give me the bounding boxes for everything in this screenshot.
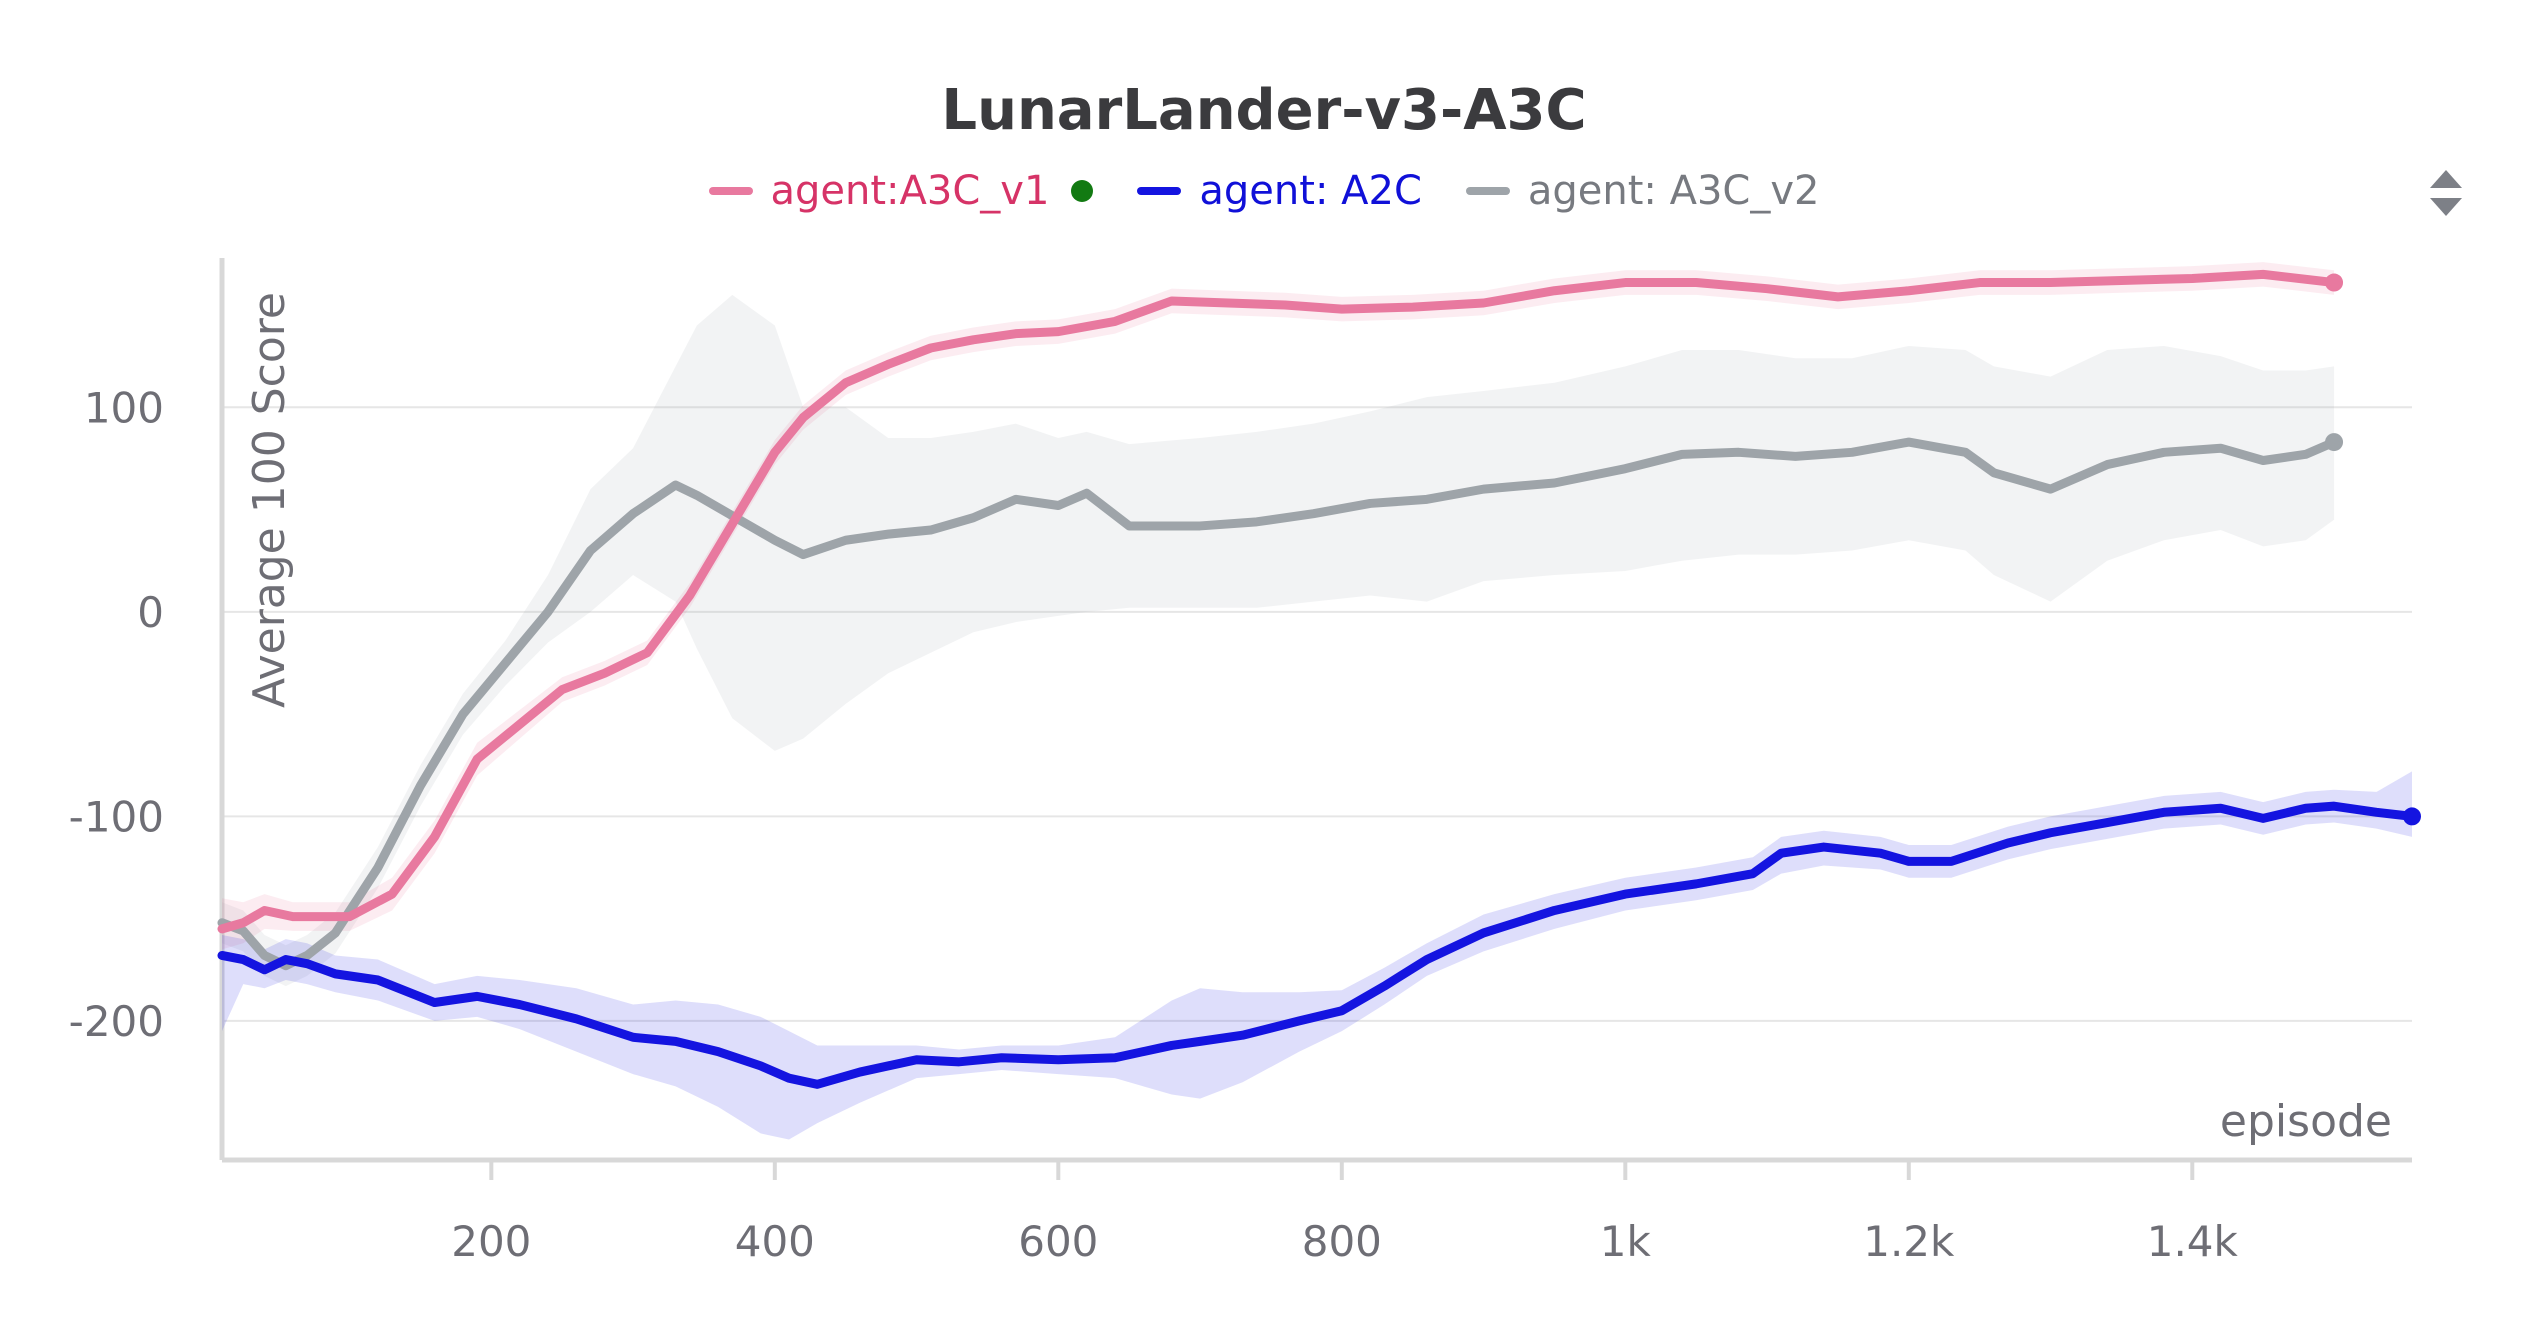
y-tick-label: 100 (84, 383, 164, 432)
x-axis-label: episode (2220, 1096, 2392, 1147)
legend-item-a3c-v2[interactable]: agent: A3C_v2 (1465, 168, 1820, 214)
x-tick-label: 400 (735, 1217, 815, 1266)
legend-label-a2c: agent: A2C (1199, 168, 1422, 214)
scroll-up-icon[interactable] (2430, 170, 2462, 188)
x-tick-label: 200 (451, 1217, 531, 1266)
y-tick-label: -100 (69, 792, 164, 841)
legend-label-a3c-v1: agent:A3C_v1 (770, 168, 1050, 214)
legend: agent:A3C_v1 agent: A2C agent: A3C_v2 (0, 168, 2528, 214)
y-tick-label: 0 (137, 588, 164, 637)
series-end-point-agent-a2c (2403, 807, 2421, 826)
series-line-agent-a3c-v2 (217, 437, 2339, 971)
x-tick-label: 1.2k (1863, 1217, 1955, 1266)
series-line-agent-a2c (217, 801, 2417, 1089)
legend-swatch-a2c (1137, 187, 1182, 195)
series-end-point-agent-a3c-v1 (2325, 273, 2344, 292)
x-tick-label: 1k (1600, 1217, 1652, 1266)
x-tick-label: 600 (1018, 1217, 1098, 1266)
y-tick-label: -200 (69, 997, 164, 1046)
series-line-agent-a3c-v1 (217, 269, 2339, 934)
legend-item-a2c[interactable]: agent: A2C (1137, 168, 1422, 214)
legend-label-a3c-v2: agent: A3C_v2 (1527, 168, 1820, 214)
legend-item-a3c-v1[interactable]: agent:A3C_v1 (708, 168, 1094, 214)
x-tick-label: 800 (1302, 1217, 1382, 1266)
scroll-down-icon[interactable] (2430, 198, 2462, 216)
legend-swatch-a3c-v2 (1465, 187, 1510, 195)
status-dot-icon (1071, 180, 1094, 202)
band-agent-a3c-v2 (222, 294, 2335, 987)
band-agent-a2c (222, 771, 2412, 1140)
chart-title: LunarLander-v3-A3C (941, 78, 1587, 143)
legend-swatch-a3c-v1 (708, 187, 753, 195)
x-tick-label: 1.4k (2147, 1217, 2239, 1266)
y-axis-label: Average 100 Score (244, 292, 295, 708)
series-end-point-agent-a3c-v2 (2325, 433, 2344, 452)
legend-scroll-icon[interactable] (2424, 162, 2468, 224)
